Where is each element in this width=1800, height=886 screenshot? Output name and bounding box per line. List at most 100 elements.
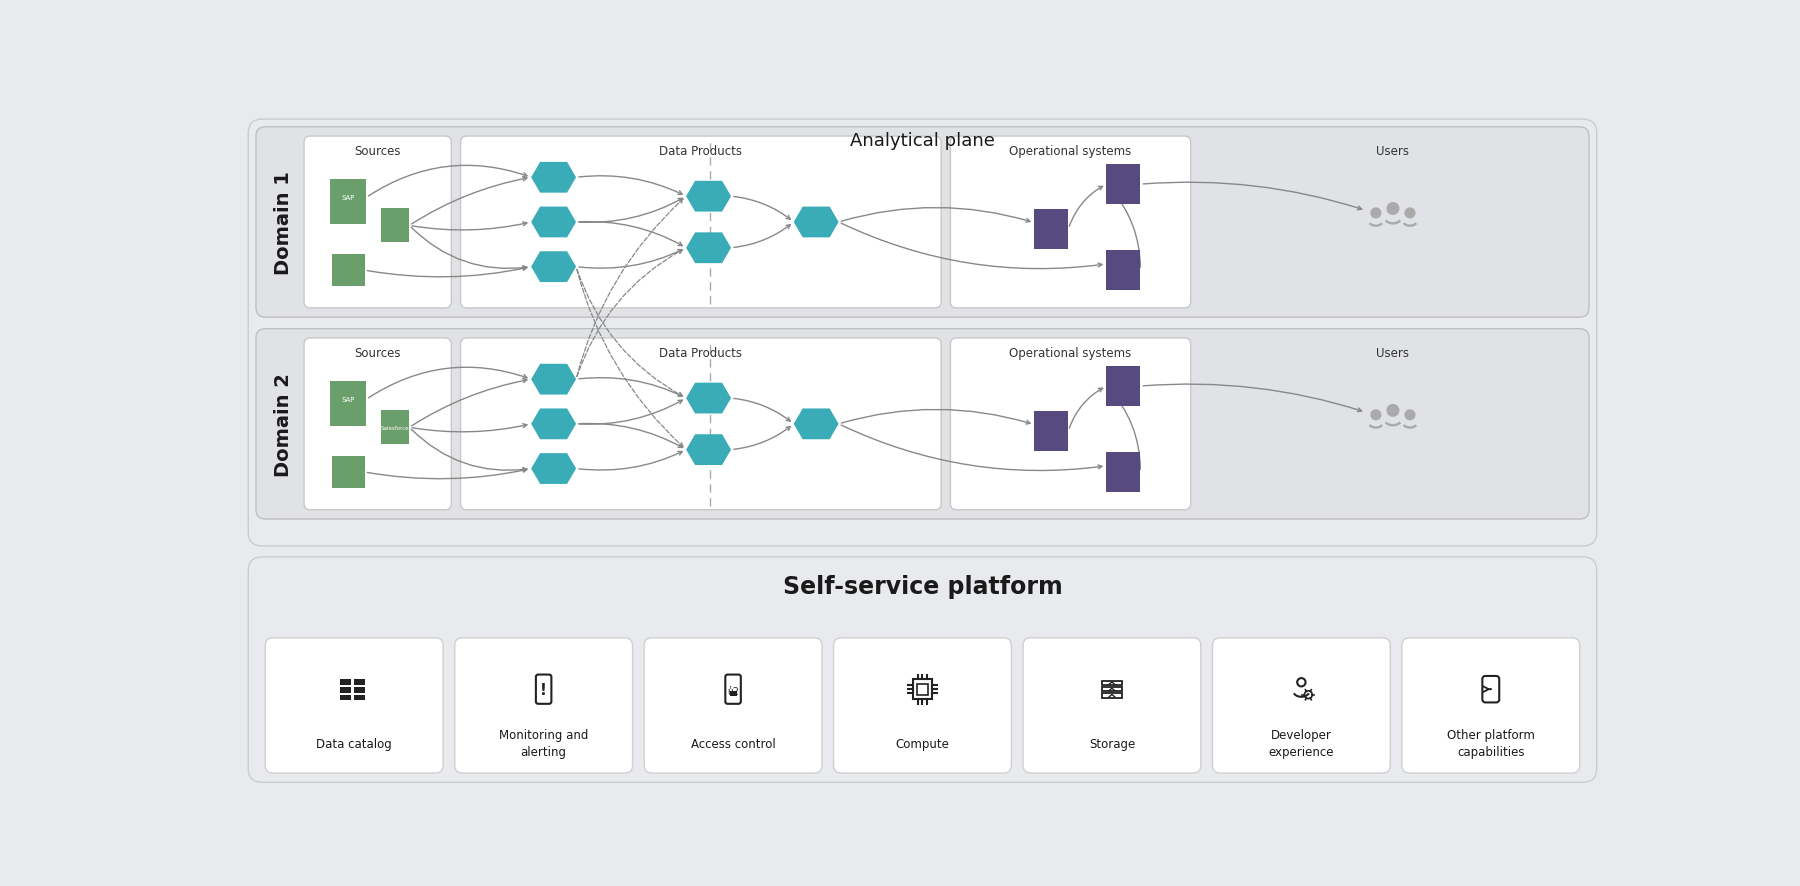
Circle shape bbox=[1386, 203, 1399, 215]
Polygon shape bbox=[686, 435, 731, 465]
FancyBboxPatch shape bbox=[644, 638, 823, 773]
FancyBboxPatch shape bbox=[331, 254, 364, 287]
Text: Domain 2: Domain 2 bbox=[274, 372, 293, 477]
Polygon shape bbox=[531, 207, 576, 238]
Text: Operational systems: Operational systems bbox=[1010, 144, 1132, 158]
FancyArrowPatch shape bbox=[410, 430, 527, 472]
FancyBboxPatch shape bbox=[461, 136, 941, 308]
FancyBboxPatch shape bbox=[304, 136, 452, 308]
FancyBboxPatch shape bbox=[950, 136, 1190, 308]
Text: Developer
experience: Developer experience bbox=[1269, 728, 1334, 758]
FancyArrowPatch shape bbox=[412, 222, 527, 230]
Text: Compute: Compute bbox=[896, 737, 949, 750]
Text: Salesforce: Salesforce bbox=[382, 425, 410, 431]
FancyArrowPatch shape bbox=[580, 378, 682, 397]
FancyArrowPatch shape bbox=[412, 379, 527, 426]
Circle shape bbox=[1370, 410, 1381, 421]
Polygon shape bbox=[794, 207, 839, 238]
Text: Sources: Sources bbox=[355, 346, 401, 359]
FancyBboxPatch shape bbox=[355, 680, 365, 685]
FancyBboxPatch shape bbox=[1213, 638, 1390, 773]
FancyArrowPatch shape bbox=[841, 410, 1030, 424]
FancyBboxPatch shape bbox=[248, 120, 1597, 547]
Polygon shape bbox=[531, 364, 576, 395]
Text: ὑ2: ὑ2 bbox=[727, 686, 740, 696]
Text: !: ! bbox=[540, 682, 547, 697]
FancyBboxPatch shape bbox=[1402, 638, 1580, 773]
Polygon shape bbox=[686, 182, 731, 213]
FancyBboxPatch shape bbox=[382, 209, 409, 243]
Text: SAP: SAP bbox=[342, 195, 355, 201]
FancyBboxPatch shape bbox=[1022, 638, 1201, 773]
FancyArrowPatch shape bbox=[580, 176, 682, 195]
FancyArrowPatch shape bbox=[734, 399, 790, 422]
FancyBboxPatch shape bbox=[248, 557, 1597, 782]
Text: Monitoring and
alerting: Monitoring and alerting bbox=[499, 728, 589, 758]
Text: Sources: Sources bbox=[355, 144, 401, 158]
FancyBboxPatch shape bbox=[1107, 165, 1141, 205]
FancyBboxPatch shape bbox=[340, 688, 351, 693]
FancyBboxPatch shape bbox=[1107, 251, 1141, 291]
FancyArrowPatch shape bbox=[1069, 389, 1103, 429]
FancyBboxPatch shape bbox=[256, 128, 1589, 318]
FancyArrowPatch shape bbox=[576, 199, 682, 377]
Polygon shape bbox=[531, 454, 576, 485]
FancyBboxPatch shape bbox=[382, 411, 409, 445]
FancyArrowPatch shape bbox=[367, 469, 527, 479]
FancyArrowPatch shape bbox=[580, 222, 682, 246]
Polygon shape bbox=[686, 233, 731, 264]
FancyArrowPatch shape bbox=[412, 424, 527, 432]
Text: Users: Users bbox=[1377, 346, 1409, 359]
FancyArrowPatch shape bbox=[367, 268, 527, 277]
Circle shape bbox=[1404, 410, 1415, 421]
FancyArrowPatch shape bbox=[369, 368, 527, 399]
FancyBboxPatch shape bbox=[455, 638, 632, 773]
FancyBboxPatch shape bbox=[256, 330, 1589, 519]
FancyBboxPatch shape bbox=[331, 456, 364, 488]
FancyArrowPatch shape bbox=[580, 424, 682, 448]
Polygon shape bbox=[531, 409, 576, 439]
FancyArrowPatch shape bbox=[369, 167, 527, 197]
Text: Other platform
capabilities: Other platform capabilities bbox=[1447, 728, 1535, 758]
Polygon shape bbox=[531, 163, 576, 193]
FancyBboxPatch shape bbox=[331, 180, 365, 224]
Circle shape bbox=[1370, 208, 1381, 219]
Text: Self-service platform: Self-service platform bbox=[783, 574, 1062, 598]
FancyBboxPatch shape bbox=[331, 382, 365, 426]
FancyBboxPatch shape bbox=[355, 688, 365, 693]
FancyArrowPatch shape bbox=[1143, 183, 1361, 211]
FancyArrowPatch shape bbox=[1143, 385, 1361, 412]
Text: Domain 1: Domain 1 bbox=[274, 171, 293, 275]
FancyArrowPatch shape bbox=[576, 270, 682, 447]
FancyBboxPatch shape bbox=[1107, 367, 1141, 407]
FancyArrowPatch shape bbox=[580, 400, 682, 424]
FancyBboxPatch shape bbox=[1107, 453, 1141, 493]
FancyArrowPatch shape bbox=[578, 251, 682, 377]
FancyArrowPatch shape bbox=[578, 270, 682, 397]
FancyArrowPatch shape bbox=[841, 425, 1102, 471]
FancyArrowPatch shape bbox=[580, 199, 682, 223]
Circle shape bbox=[1404, 208, 1415, 219]
Polygon shape bbox=[794, 409, 839, 439]
Text: Access control: Access control bbox=[691, 737, 776, 750]
FancyArrowPatch shape bbox=[841, 224, 1102, 269]
Text: Data catalog: Data catalog bbox=[317, 737, 392, 750]
FancyBboxPatch shape bbox=[950, 338, 1190, 510]
Text: Users: Users bbox=[1377, 144, 1409, 158]
Text: SAP: SAP bbox=[342, 397, 355, 403]
FancyBboxPatch shape bbox=[1035, 411, 1069, 451]
FancyBboxPatch shape bbox=[304, 338, 452, 510]
Polygon shape bbox=[686, 384, 731, 414]
FancyBboxPatch shape bbox=[340, 680, 351, 685]
FancyArrowPatch shape bbox=[734, 427, 790, 450]
FancyArrowPatch shape bbox=[1069, 187, 1103, 227]
FancyArrowPatch shape bbox=[841, 208, 1030, 223]
Circle shape bbox=[1386, 404, 1399, 417]
FancyArrowPatch shape bbox=[580, 250, 682, 268]
FancyBboxPatch shape bbox=[729, 691, 736, 696]
FancyArrowPatch shape bbox=[410, 228, 527, 270]
FancyBboxPatch shape bbox=[461, 338, 941, 510]
FancyBboxPatch shape bbox=[265, 638, 443, 773]
FancyArrowPatch shape bbox=[580, 452, 682, 470]
FancyArrowPatch shape bbox=[734, 225, 790, 248]
